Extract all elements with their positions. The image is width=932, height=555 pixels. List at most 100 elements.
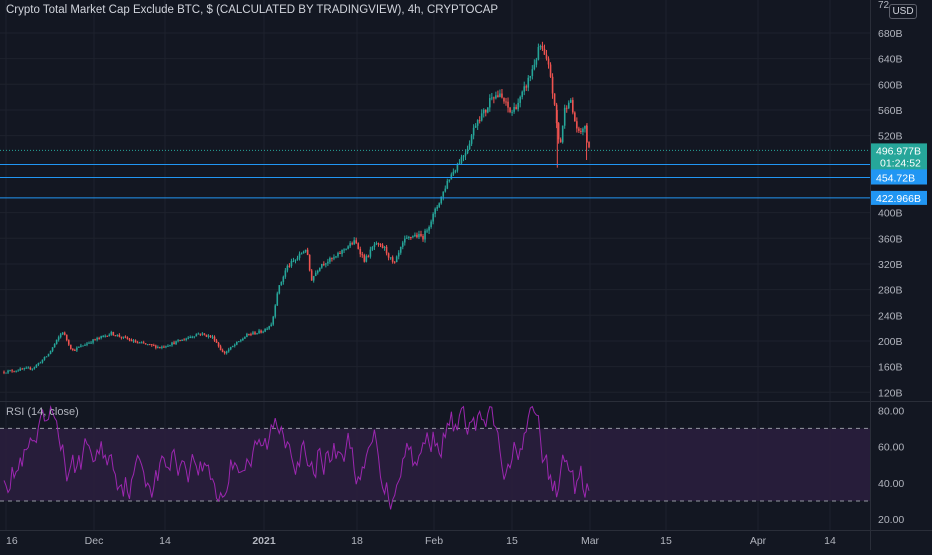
candle-body xyxy=(491,97,493,99)
candle-body xyxy=(94,339,96,341)
candle-body xyxy=(165,346,167,348)
candle-body xyxy=(365,256,368,262)
candle-body xyxy=(155,345,157,348)
y-tick-label: 160B xyxy=(878,362,903,374)
candle-body xyxy=(7,370,9,373)
candle-body xyxy=(205,334,208,337)
candle-body xyxy=(146,344,149,346)
candle-body xyxy=(240,340,242,342)
candle-body xyxy=(539,45,542,48)
candle-body xyxy=(412,236,414,238)
candle-body xyxy=(553,93,556,105)
candle-body xyxy=(57,337,60,340)
candle-body xyxy=(191,336,194,338)
candle-body xyxy=(47,353,50,357)
candle-body xyxy=(185,338,187,340)
horizontal-line-label-bg xyxy=(871,190,927,205)
countdown-label: 01:24:52 xyxy=(880,157,921,169)
y-tick-label: 120B xyxy=(878,387,903,399)
candle-body xyxy=(399,246,402,253)
candle-body xyxy=(306,249,309,255)
candle-body xyxy=(501,93,503,98)
candle-body xyxy=(282,276,285,282)
candle-body xyxy=(262,331,264,333)
candle-body xyxy=(515,106,517,110)
candle-body xyxy=(567,102,570,109)
candle-body xyxy=(104,335,107,337)
candle-body xyxy=(406,237,408,239)
candle-body xyxy=(69,344,72,349)
candle-body xyxy=(217,342,220,347)
candle-body xyxy=(545,54,548,59)
candle-body xyxy=(466,149,469,154)
candle-body xyxy=(195,334,198,337)
candle-body xyxy=(373,244,376,248)
candle-body xyxy=(244,337,246,339)
candle-body xyxy=(535,59,538,65)
candle-body xyxy=(233,344,236,346)
currency-badge[interactable]: USD xyxy=(889,4,917,19)
candle-body xyxy=(476,120,479,126)
x-tick-label: 15 xyxy=(506,535,518,547)
candle-body xyxy=(349,243,351,247)
candle-body xyxy=(76,347,78,351)
candle-body xyxy=(458,163,461,165)
candle-body xyxy=(408,236,410,238)
y-tick-label: 640B xyxy=(878,54,903,66)
candle-body xyxy=(5,372,7,374)
candle-body xyxy=(238,341,240,343)
candle-body xyxy=(316,270,319,273)
candle-body xyxy=(563,107,566,126)
candle-body xyxy=(489,98,491,108)
candle-body xyxy=(576,121,578,129)
candle-body xyxy=(130,339,133,342)
candle-body xyxy=(132,340,135,342)
candle-body xyxy=(231,345,234,348)
candle-body xyxy=(482,109,485,114)
candle-body xyxy=(29,367,32,370)
candle-body xyxy=(588,142,590,148)
candle-body xyxy=(272,316,275,325)
x-tick-label: 14 xyxy=(824,535,836,547)
candle-body xyxy=(124,336,127,338)
y-tick-label: 560B xyxy=(878,105,903,117)
x-tick-label: 2021 xyxy=(252,535,276,547)
candle-body xyxy=(59,334,62,338)
candle-body xyxy=(351,243,353,245)
candle-body xyxy=(452,171,455,175)
candle-body xyxy=(302,251,305,254)
candle-body xyxy=(559,139,562,143)
candle-body xyxy=(25,367,28,369)
candle-body xyxy=(167,345,169,347)
candle-body xyxy=(19,368,21,371)
candle-body xyxy=(100,336,102,338)
candle-body xyxy=(221,350,224,353)
candle-body xyxy=(478,120,481,122)
candle-body xyxy=(242,338,244,341)
candle-body xyxy=(65,334,68,341)
candle-body xyxy=(114,335,117,337)
x-tick-label: 14 xyxy=(159,535,171,547)
candle-body xyxy=(304,249,307,252)
candle-body xyxy=(296,257,299,260)
candle-body xyxy=(541,45,544,49)
candle-body xyxy=(294,259,297,261)
candle-body xyxy=(39,362,42,364)
candle-body xyxy=(45,356,48,358)
candle-body xyxy=(371,247,374,250)
candle-body xyxy=(252,332,254,335)
candle-body xyxy=(361,254,364,256)
candle-body xyxy=(67,340,70,345)
candle-body xyxy=(197,333,200,335)
candle-body xyxy=(549,64,552,77)
y-tick-label: 520B xyxy=(878,131,903,143)
candle-body xyxy=(92,339,94,343)
candle-body xyxy=(256,333,258,335)
candle-body xyxy=(49,350,52,354)
candle-body xyxy=(345,248,347,250)
candle-body xyxy=(177,340,179,342)
candle-body xyxy=(572,100,574,113)
candle-body xyxy=(493,97,495,99)
